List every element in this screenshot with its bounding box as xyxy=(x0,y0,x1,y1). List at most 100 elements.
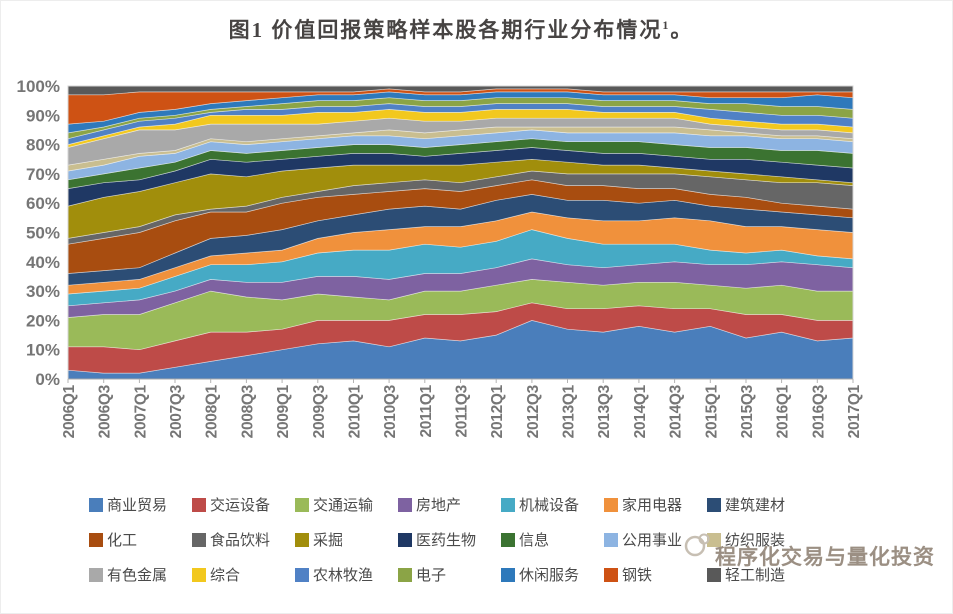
legend-item-16: 农林牧渔 xyxy=(295,564,398,585)
legend-swatch xyxy=(501,532,515,547)
legend-item-3: 房地产 xyxy=(398,494,501,515)
x-axis-label: 2015Q3 xyxy=(739,384,756,438)
legend-item-11: 信息 xyxy=(501,529,604,550)
watermark-logo xyxy=(684,533,710,557)
legend-item-10: 医药生物 xyxy=(398,529,501,550)
legend-swatch xyxy=(192,532,206,547)
x-axis-label: 2009Q3 xyxy=(311,384,328,438)
legend-item-7: 化工 xyxy=(89,529,192,550)
watermark: 程序化交易与量化投资 xyxy=(715,546,935,569)
legend-label: 信息 xyxy=(519,532,550,549)
legend-swatch xyxy=(89,567,103,582)
legend-swatch xyxy=(89,532,103,547)
y-tick-label: 80% xyxy=(26,136,60,155)
legend-label: 建筑建材 xyxy=(725,497,786,514)
legend-label: 化工 xyxy=(107,532,138,549)
legend-item-14: 有色金属 xyxy=(89,564,192,585)
legend-label: 食品饮料 xyxy=(210,532,271,549)
legend-item-0: 商业贸易 xyxy=(89,494,192,515)
y-tick-label: 40% xyxy=(26,253,60,272)
stacked-area-chart: 0% 10% 20% 30% 40% 50% 60% 70% 80% 90% 100% 2006Q1 2… xyxy=(17,77,863,438)
legend-label: 轻工制造 xyxy=(725,567,786,584)
legend-label: 有色金属 xyxy=(107,567,168,584)
legend-label: 电子 xyxy=(416,567,447,584)
legend-swatch xyxy=(398,532,412,547)
legend-swatch xyxy=(501,497,515,512)
x-axis-label: 2006Q1 xyxy=(61,384,78,438)
x-axis-label: 2012Q3 xyxy=(525,384,542,438)
x-axis-label: 2007Q3 xyxy=(168,384,185,438)
x-axis-label: 2012Q1 xyxy=(489,384,506,438)
legend-item-9: 采掘 xyxy=(295,529,398,550)
legend-swatch xyxy=(604,532,618,547)
legend-label: 家用电器 xyxy=(622,497,683,514)
footnote-mark: 1 xyxy=(662,18,671,32)
legend-label: 公用事业 xyxy=(622,532,683,549)
legend-swatch xyxy=(295,497,309,512)
y-tick-label: 0% xyxy=(35,370,60,389)
legend-swatch xyxy=(192,567,206,582)
legend-swatch xyxy=(398,567,412,582)
legend-swatch xyxy=(89,497,103,512)
y-tick-label: 90% xyxy=(26,106,60,125)
legend-swatch xyxy=(501,567,515,582)
legend-label: 纺织服装 xyxy=(725,532,786,549)
legend-swatch xyxy=(192,497,206,512)
legend-item-8: 食品饮料 xyxy=(192,529,295,550)
y-tick-label: 10% xyxy=(26,341,60,360)
legend-item-6: 建筑建材 xyxy=(707,494,810,515)
x-axis-label: 2014Q1 xyxy=(632,384,649,438)
legend-swatch xyxy=(398,497,412,512)
x-axis-label: 2007Q1 xyxy=(132,384,149,438)
x-axis-label: 2010Q1 xyxy=(347,384,364,438)
x-axis-label: 2008Q3 xyxy=(239,384,256,438)
y-tick-label: 20% xyxy=(26,311,60,330)
legend-label: 商业贸易 xyxy=(107,497,168,514)
legend-item-13: 纺织服装 xyxy=(707,529,810,550)
x-axis-label: 2015Q1 xyxy=(703,384,720,438)
x-axis-label: 2008Q1 xyxy=(204,384,221,438)
y-tick-label: 50% xyxy=(26,224,60,243)
y-tick-label: 60% xyxy=(26,194,60,213)
legend-item-4: 机械设备 xyxy=(501,494,604,515)
legend-swatch xyxy=(707,567,721,582)
chart-title-text: 图1 价值回报策略样本股各期行业分布情况 xyxy=(228,18,663,42)
x-axis-label: 2016Q1 xyxy=(775,384,792,438)
legend-item-12: 公用事业 xyxy=(604,529,707,550)
chart-title: 图1 价值回报策略样本股各期行业分布情况1。 xyxy=(1,14,921,44)
x-axis-label: 2010Q3 xyxy=(382,384,399,438)
x-axis-label: 2016Q3 xyxy=(810,384,827,438)
x-axis-label: 2009Q1 xyxy=(275,384,292,438)
legend-label: 休闲服务 xyxy=(519,567,580,584)
legend-item-17: 电子 xyxy=(398,564,501,585)
legend-label: 交运设备 xyxy=(210,497,271,514)
legend-item-2: 交通运输 xyxy=(295,494,398,515)
legend-item-19: 钢铁 xyxy=(604,564,707,585)
chart-legend: 商业贸易 交运设备 交通运输 房地产 机械设备 家用电器 建筑建材化工 食品饮料 采掘 医药生物 信… xyxy=(89,487,810,592)
legend-label: 钢铁 xyxy=(622,567,653,584)
x-axis-label: 2011Q1 xyxy=(418,384,435,437)
legend-swatch xyxy=(707,532,721,547)
y-tick-label: 30% xyxy=(26,282,60,301)
legend-item-15: 综合 xyxy=(192,564,295,585)
legend-label: 农林牧渔 xyxy=(313,567,374,584)
legend-label: 交通运输 xyxy=(313,497,374,514)
x-axis-label: 2013Q3 xyxy=(596,384,613,438)
legend-label: 采掘 xyxy=(313,532,344,549)
legend-item-5: 家用电器 xyxy=(604,494,707,515)
legend-label: 房地产 xyxy=(416,497,462,514)
x-axis-label: 2011Q3 xyxy=(454,384,471,437)
legend-swatch xyxy=(707,497,721,512)
legend-swatch xyxy=(295,532,309,547)
y-tick-label: 100% xyxy=(17,77,60,96)
legend-swatch xyxy=(604,497,618,512)
legend-label: 医药生物 xyxy=(416,532,477,549)
y-tick-label: 70% xyxy=(26,165,60,184)
x-axis-label: 2013Q1 xyxy=(561,384,578,438)
x-axis-label: 2014Q3 xyxy=(668,384,685,438)
legend-item-18: 休闲服务 xyxy=(501,564,604,585)
legend-swatch xyxy=(604,567,618,582)
legend-item-1: 交运设备 xyxy=(192,494,295,515)
x-axis-label: 2006Q3 xyxy=(97,384,114,438)
